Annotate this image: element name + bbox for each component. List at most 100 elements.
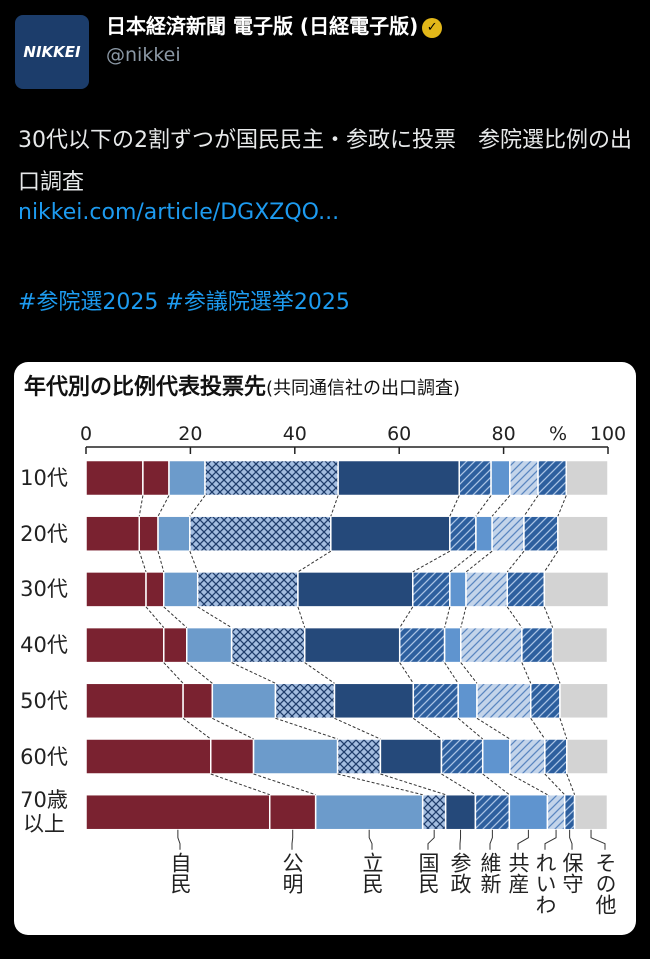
bar-segment: [551, 626, 609, 664]
account-name[interactable]: 日本経済新聞 電子版 (日経電子版) ✓: [106, 10, 443, 39]
legend-connector: [517, 829, 529, 850]
bar-segment: [460, 626, 523, 664]
bar-segment: [210, 738, 255, 775]
legend-label: 維新: [478, 852, 502, 894]
bar-segment: [443, 626, 462, 664]
connector: [482, 773, 510, 796]
connector: [412, 717, 442, 740]
connector: [506, 550, 525, 573]
bar-segment: [543, 571, 610, 608]
legend-label: 保守: [560, 852, 584, 894]
legend-label: その他: [593, 852, 617, 915]
y-tick-label: 20代: [20, 521, 68, 546]
bar-segment: [475, 515, 493, 552]
connector: [212, 717, 254, 740]
bar-segment: [521, 626, 554, 664]
legend-label: 国民: [416, 852, 440, 894]
connector: [330, 495, 339, 517]
legend-connector: [459, 829, 462, 850]
connector: [457, 717, 484, 740]
connector: [521, 662, 532, 684]
bar-segment: [85, 515, 140, 552]
x-tick-label: 80: [492, 423, 516, 445]
connector: [138, 495, 144, 517]
bar-segment: [559, 682, 609, 720]
connector: [334, 717, 381, 740]
bar-segment: [565, 459, 609, 497]
y-tick-label: 70歳以上: [20, 788, 68, 837]
connector: [399, 606, 414, 628]
connector: [145, 606, 165, 628]
connector: [552, 662, 561, 684]
chart-title: 年代別の比例代表投票先: [24, 375, 267, 400]
connector: [530, 718, 546, 740]
name-text[interactable]: 日本経済新聞 電子版 (日経電子版): [106, 14, 419, 38]
connector: [509, 773, 548, 796]
connector: [506, 606, 523, 628]
chart-subtitle: (共同通信社の出口調査): [266, 378, 461, 399]
connector: [465, 550, 493, 573]
connector: [197, 606, 232, 629]
bar-segment: [85, 459, 144, 497]
connector: [157, 495, 170, 517]
connector: [297, 550, 332, 573]
bar-segment: [268, 793, 317, 831]
connector: [231, 662, 276, 684]
bar-segment: [508, 793, 549, 831]
connector: [476, 717, 511, 740]
legend-connector: [427, 829, 435, 850]
legend-connector: [489, 829, 493, 850]
connector: [444, 606, 451, 628]
avatar[interactable]: NIKKEI: [15, 15, 89, 89]
bar-segment: [336, 738, 382, 775]
connector: [559, 718, 568, 740]
bar-segment: [509, 459, 539, 497]
bar-segment: [398, 626, 446, 664]
connector: [304, 662, 335, 684]
verified-badge: ✓: [422, 17, 443, 38]
bar-segment: [546, 793, 566, 831]
legend-connector: [177, 829, 181, 850]
bar-segment: [412, 571, 451, 608]
connector: [399, 662, 414, 684]
connector: [543, 606, 554, 628]
connector: [297, 606, 306, 628]
bar-segment: [509, 738, 546, 775]
post-hashtags[interactable]: #参院選2025 #参議院選挙2025: [18, 290, 350, 315]
bar-segment: [444, 793, 477, 831]
bar-segment: [506, 571, 546, 608]
bar-segment: [303, 626, 401, 664]
legend-connector: [368, 829, 373, 850]
bar-segment: [537, 459, 567, 497]
x-tick-label: 60: [387, 423, 411, 445]
bar-segment: [145, 571, 165, 608]
bar-segment: [142, 459, 170, 497]
bar-segment: [252, 738, 339, 775]
account-handle[interactable]: @nikkei: [106, 44, 181, 66]
legend-label: れいわ: [533, 852, 557, 915]
bar-segment: [421, 793, 447, 831]
bar-segment: [185, 626, 233, 664]
y-tick-label: 40代: [20, 633, 68, 658]
legend-label: 参政: [448, 852, 472, 894]
x-unit-label: %: [549, 423, 567, 445]
y-tick-label: 60代: [20, 744, 68, 769]
bar-segment: [196, 571, 299, 608]
bar-segment: [458, 459, 492, 497]
bar-segment: [85, 626, 165, 664]
connector: [189, 551, 199, 573]
bar-segment: [544, 738, 568, 775]
bar-segment: [449, 515, 477, 552]
connector: [189, 495, 206, 517]
legend-connector: [569, 829, 573, 850]
bar-segment: [204, 459, 339, 497]
connector: [337, 773, 423, 796]
bar-segment: [230, 626, 306, 664]
connector: [444, 662, 459, 684]
connector: [441, 773, 476, 796]
connector: [412, 550, 451, 573]
post-link[interactable]: nikkei.com/article/DGXZQO...: [18, 200, 340, 225]
bar-segment: [157, 515, 191, 552]
